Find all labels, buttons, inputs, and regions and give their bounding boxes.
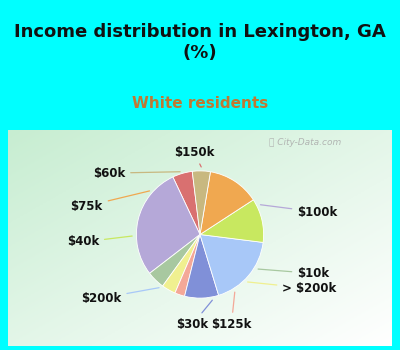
Text: ⓘ City-Data.com: ⓘ City-Data.com bbox=[269, 138, 341, 147]
Wedge shape bbox=[136, 177, 200, 273]
Text: $75k: $75k bbox=[70, 191, 150, 212]
Text: $200k: $200k bbox=[81, 288, 159, 304]
Text: White residents: White residents bbox=[132, 96, 268, 111]
Wedge shape bbox=[175, 234, 200, 296]
Wedge shape bbox=[184, 234, 219, 298]
Text: > $200k: > $200k bbox=[248, 282, 336, 295]
Text: $150k: $150k bbox=[174, 146, 214, 167]
Text: $30k: $30k bbox=[176, 300, 212, 331]
Wedge shape bbox=[163, 234, 200, 293]
Text: $10k: $10k bbox=[258, 267, 330, 280]
Text: $125k: $125k bbox=[211, 292, 252, 331]
Text: $100k: $100k bbox=[260, 205, 338, 218]
Wedge shape bbox=[200, 234, 263, 295]
Wedge shape bbox=[150, 234, 200, 286]
Wedge shape bbox=[192, 171, 210, 234]
Text: $40k: $40k bbox=[67, 236, 132, 248]
Wedge shape bbox=[200, 172, 253, 234]
Wedge shape bbox=[200, 200, 264, 243]
Text: Income distribution in Lexington, GA
(%): Income distribution in Lexington, GA (%) bbox=[14, 23, 386, 62]
Wedge shape bbox=[173, 172, 200, 234]
Text: $60k: $60k bbox=[93, 167, 180, 180]
